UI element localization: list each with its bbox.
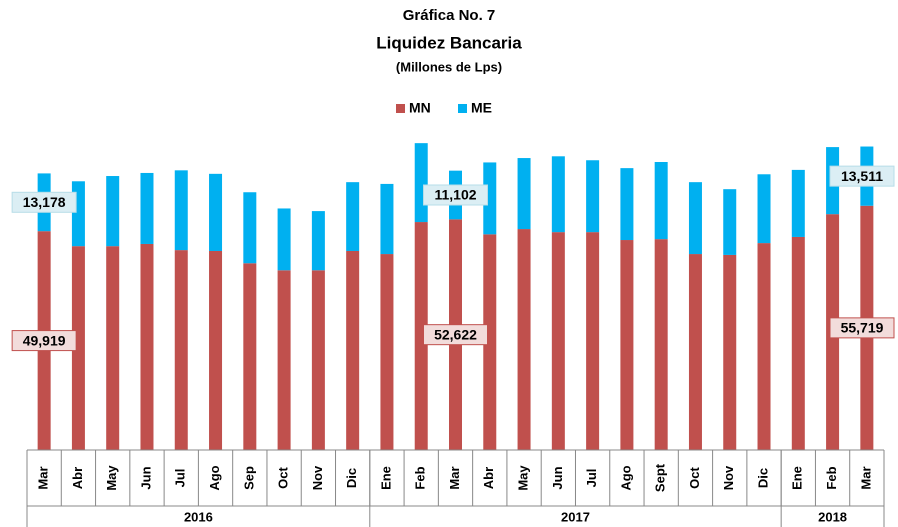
value-label: 49,919 <box>23 332 66 348</box>
bar-segment <box>243 263 257 450</box>
bar-segment <box>277 270 291 450</box>
bar-segment <box>414 143 428 223</box>
value-label: 13,511 <box>841 168 883 184</box>
x-tick-label: Mar <box>858 466 873 489</box>
bar-segment <box>620 240 634 450</box>
bar-segment <box>791 236 805 450</box>
bar-segment <box>209 173 223 251</box>
bar-segment <box>174 170 188 251</box>
chart-subtitle: Liquidez Bancaria <box>376 33 522 52</box>
value-label-box <box>829 317 895 339</box>
bar-segment <box>483 162 497 235</box>
x-tick-label: Feb <box>413 466 428 489</box>
x-tick-label: Ene <box>378 466 393 490</box>
value-label: 55,719 <box>841 320 884 336</box>
x-tick-label: Ago <box>207 465 222 490</box>
bar-segment <box>757 174 771 244</box>
value-label-box <box>423 324 488 346</box>
x-tick-label: Abr <box>70 467 85 489</box>
x-tick-label: Abr <box>481 467 496 489</box>
bar-segment <box>414 222 428 450</box>
x-tick-label: Sept <box>653 463 668 492</box>
x-tick-label: Dic <box>344 468 359 488</box>
bar-segment <box>551 156 565 233</box>
x-tick-label: May <box>515 465 530 491</box>
bar-segment <box>243 192 257 264</box>
bar-segment <box>140 172 154 244</box>
bar-segment <box>106 176 120 247</box>
bar-segment <box>346 250 360 450</box>
bar-segment <box>586 160 600 233</box>
bar-segment <box>277 208 291 271</box>
value-label-box <box>11 330 77 352</box>
x-tick-label: May <box>104 465 119 491</box>
value-label: 52,622 <box>434 326 477 342</box>
x-tick-label: Jun <box>550 466 565 489</box>
bar-segment <box>586 232 600 450</box>
x-tick-label: Sep <box>241 466 256 490</box>
bar-segment <box>380 254 394 450</box>
bar-segment <box>311 211 325 271</box>
value-label-box <box>11 191 77 213</box>
unit-label: (Millones de Lps) <box>396 59 502 74</box>
x-tick-label: Mar <box>447 466 462 489</box>
chart-title: Gráfica No. 7 <box>403 7 496 24</box>
x-tick-label: Feb <box>824 466 839 489</box>
bar-segment <box>654 239 668 450</box>
bar-segment <box>346 182 360 251</box>
value-label: 11,102 <box>434 187 476 203</box>
x-tick-label: Ago <box>618 465 633 490</box>
bar-segment <box>723 254 737 450</box>
bar-segment <box>71 181 85 247</box>
bar-segment <box>311 270 325 450</box>
group-label: 2017 <box>561 509 590 524</box>
bar-segment <box>483 234 497 450</box>
legend-label: ME <box>471 100 492 116</box>
legend-swatch <box>458 104 467 113</box>
group-label: 2016 <box>184 509 213 524</box>
x-tick-label: Nov <box>310 465 325 490</box>
x-tick-label: Oct <box>276 466 291 488</box>
bar-segment <box>757 243 771 450</box>
value-label: 13,178 <box>23 194 66 210</box>
x-tick-label: Dic <box>755 468 770 488</box>
bar-segment <box>517 229 531 450</box>
x-tick-label: Jul <box>173 469 188 488</box>
bar-segment <box>551 232 565 450</box>
x-tick-label: Ene <box>790 466 805 490</box>
group-label: 2018 <box>818 509 847 524</box>
x-tick-label: Mar <box>36 466 51 489</box>
bar-segment <box>517 158 531 230</box>
bar-segment <box>106 246 120 450</box>
bar-segment <box>654 162 668 240</box>
x-tick-label: Oct <box>687 466 702 488</box>
bar-segment <box>380 183 394 255</box>
value-label-box <box>423 184 488 206</box>
x-tick-label: Jun <box>138 466 153 489</box>
bar-segment <box>791 169 805 237</box>
bar-segment <box>71 246 85 450</box>
bar-segment <box>688 254 702 450</box>
bar-segment <box>723 189 737 255</box>
bar-segment <box>209 250 223 450</box>
value-label-box <box>829 165 895 187</box>
x-tick-label: Nov <box>721 465 736 490</box>
bar-segment <box>174 250 188 450</box>
bar-segment <box>688 182 702 255</box>
legend-label: MN <box>409 100 431 116</box>
x-tick-label: Jul <box>584 469 599 488</box>
bar-segment <box>620 168 634 241</box>
legend-swatch <box>396 104 405 113</box>
bar-segment <box>140 243 154 450</box>
